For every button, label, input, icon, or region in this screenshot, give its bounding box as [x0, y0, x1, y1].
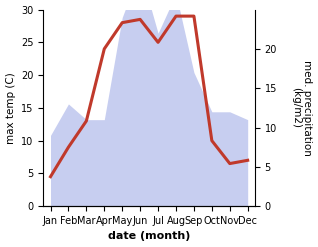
Y-axis label: med. precipitation
(kg/m2): med. precipitation (kg/m2) — [291, 60, 313, 156]
Y-axis label: max temp (C): max temp (C) — [5, 72, 16, 144]
X-axis label: date (month): date (month) — [108, 231, 190, 242]
